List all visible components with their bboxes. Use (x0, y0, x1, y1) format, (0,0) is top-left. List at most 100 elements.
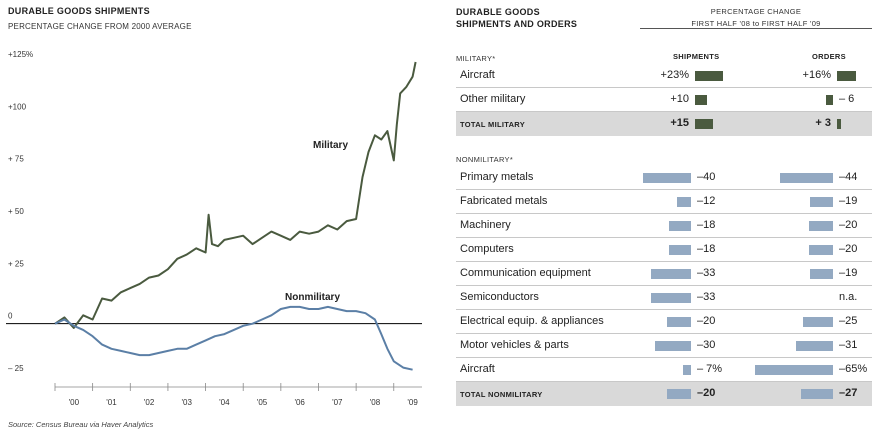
shipments-bar (651, 293, 691, 303)
orders-bar (809, 221, 833, 231)
x-tick-label: '00 (69, 398, 80, 407)
orders-value: –27 (839, 387, 858, 399)
shipments-value: – 7% (697, 363, 723, 375)
x-tick-label: '03 (182, 398, 193, 407)
row-label: Electrical equip. & appliances (460, 315, 604, 327)
total-row: TOTAL MILITARY +15 + 3 (456, 112, 872, 136)
series-label-military: Military (313, 140, 348, 151)
y-tick-label: 0 (8, 312, 13, 321)
orders-value: –25 (839, 315, 858, 327)
x-tick-label: '05 (257, 398, 268, 407)
shipments-value: –20 (697, 315, 716, 327)
table-header-line2: FIRST HALF '08 to FIRST HALF '09 (691, 19, 821, 28)
orders-bar (803, 317, 833, 327)
row-label: TOTAL NONMILITARY (460, 390, 543, 399)
y-tick-label: +100 (8, 102, 27, 111)
military-section-label: MILITARY* (456, 54, 496, 63)
x-tick-label: '06 (294, 398, 305, 407)
table-row: Machinery –18 –20 (456, 214, 872, 238)
line-chart-subtitle: PERCENTAGE CHANGE FROM 2000 AVERAGE (8, 22, 192, 31)
orders-bar (809, 245, 833, 255)
shipments-value: –12 (697, 195, 716, 207)
table-row: Aircraft – 7% –65% (456, 358, 872, 382)
shipments-bar (667, 317, 691, 327)
table-row: Aircraft +23% +16% (456, 64, 872, 88)
table-row: Motor vehicles & parts –30 –31 (456, 334, 872, 358)
row-label: Semiconductors (460, 291, 539, 303)
row-label: Fabricated metals (460, 195, 548, 207)
row-label: Aircraft (460, 69, 495, 81)
row-label: Other military (460, 93, 526, 105)
shipments-column-header: SHIPMENTS (673, 52, 720, 61)
orders-bar (810, 269, 833, 279)
y-tick-label: – 25 (8, 364, 24, 373)
shipments-bar (682, 365, 691, 375)
orders-value: –19 (839, 195, 858, 207)
shipments-bar (695, 95, 707, 105)
row-label: Motor vehicles & parts (460, 339, 569, 351)
y-tick-label: + 25 (8, 259, 24, 268)
shipments-value: +15 (670, 117, 689, 129)
shipments-value: +23% (660, 69, 689, 81)
shipments-value: –20 (697, 387, 716, 399)
row-label: Primary metals (460, 171, 534, 183)
orders-bar (837, 71, 857, 81)
y-tick-label: + 50 (8, 207, 24, 216)
table-title: DURABLE GOODS SHIPMENTS AND ORDERS (456, 6, 577, 30)
row-label: Aircraft (460, 363, 495, 375)
x-tick-label: '02 (144, 398, 155, 407)
line-chart: – 25 0 + 25 + 50 + 75 +100 +125% '00 '01 '02 '03 '0… (6, 50, 422, 407)
orders-bar (795, 341, 833, 351)
orders-bar (755, 365, 833, 375)
orders-bar (810, 197, 833, 207)
shipments-bar (655, 341, 691, 351)
header-divider (640, 28, 872, 29)
total-row: TOTAL NONMILITARY –20 –27 (456, 382, 872, 406)
series-label-nonmilitary: Nonmilitary (285, 292, 340, 303)
x-tick-label: '01 (106, 398, 117, 407)
shipments-bar (695, 71, 723, 81)
shipments-bar (676, 197, 691, 207)
orders-bar (825, 95, 833, 105)
series-line-nonmilitary (54, 305, 413, 371)
shipments-bar (669, 221, 691, 231)
shipments-bar (669, 245, 691, 255)
y-tick-label: + 75 (8, 155, 24, 164)
orders-value: –20 (839, 243, 858, 255)
orders-column-header: ORDERS (812, 52, 846, 61)
y-tick-label: +125% (8, 50, 33, 59)
row-label: Communication equipment (460, 267, 591, 279)
shipments-bar (651, 269, 691, 279)
table-title-line2: SHIPMENTS AND ORDERS (456, 19, 578, 29)
nonmilitary-section-label: NONMILITARY* (456, 155, 514, 164)
orders-bar (837, 119, 841, 129)
line-chart-title: DURABLE GOODS SHIPMENTS (8, 6, 150, 16)
shipments-bar (667, 389, 691, 399)
table-row: Semiconductors –33 n.a. (456, 286, 872, 310)
orders-value: –65% (839, 363, 868, 375)
shipments-value: +10 (670, 93, 689, 105)
row-label: Machinery (460, 219, 511, 231)
orders-value: +16% (802, 69, 831, 81)
orders-value: – 6 (839, 93, 855, 105)
shipments-bar (643, 173, 691, 183)
orders-value: –19 (839, 267, 858, 279)
orders-value: + 3 (815, 117, 831, 129)
row-label: Computers (460, 243, 514, 255)
table-title-line1: DURABLE GOODS (456, 7, 540, 17)
orders-value: –31 (839, 339, 858, 351)
shipments-value: –33 (697, 267, 716, 279)
table-row: Other military +10 – 6 (456, 88, 872, 112)
shipments-value: –33 (697, 291, 716, 303)
orders-value: n.a. (839, 291, 858, 303)
orders-bar (800, 389, 833, 399)
table-row: Fabricated metals –12 –19 (456, 190, 872, 214)
orders-value: –20 (839, 219, 858, 231)
shipments-value: –18 (697, 243, 716, 255)
x-tick-label: '07 (332, 398, 343, 407)
table-row: Computers –18 –20 (456, 238, 872, 262)
series-line-military (54, 61, 417, 329)
x-tick-label: '04 (219, 398, 230, 407)
table-row: Communication equipment –33 –19 (456, 262, 872, 286)
row-label: TOTAL MILITARY (460, 120, 526, 129)
